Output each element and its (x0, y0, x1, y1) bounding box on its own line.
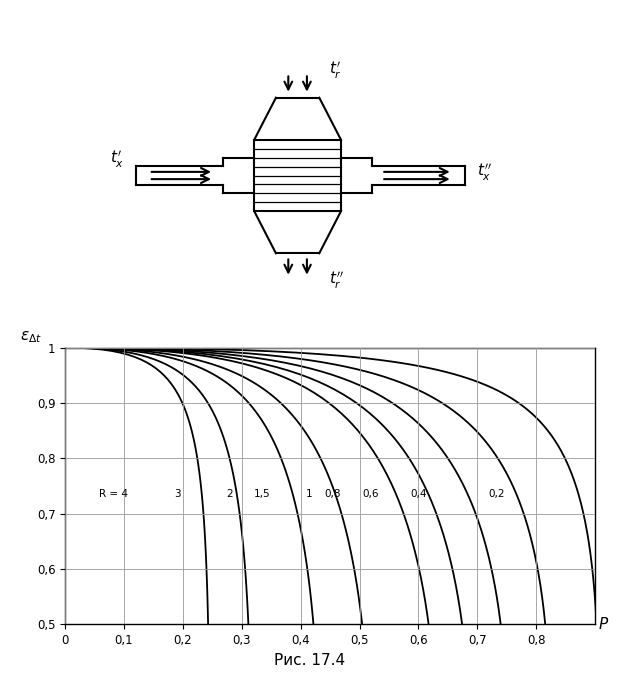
Text: 3: 3 (174, 489, 180, 499)
Text: $t_x''$: $t_x''$ (477, 162, 492, 183)
Text: 0,8: 0,8 (325, 489, 342, 499)
Text: 0,4: 0,4 (410, 489, 427, 499)
Text: $\varepsilon_{\Delta t}$: $\varepsilon_{\Delta t}$ (20, 329, 42, 345)
Text: Рис. 17.4: Рис. 17.4 (275, 653, 345, 668)
Text: 0,6: 0,6 (362, 489, 378, 499)
Text: 1,5: 1,5 (254, 489, 271, 499)
Text: $t_r''$: $t_r''$ (329, 270, 343, 292)
Text: $t_x'$: $t_x'$ (110, 148, 124, 170)
Text: $t_r'$: $t_r'$ (329, 59, 342, 81)
Text: R = 4: R = 4 (99, 489, 128, 499)
Text: 1: 1 (306, 489, 313, 499)
Bar (254, 140, 341, 211)
Text: 2: 2 (227, 489, 233, 499)
Text: 0,2: 0,2 (488, 489, 505, 499)
Text: P: P (598, 617, 608, 632)
